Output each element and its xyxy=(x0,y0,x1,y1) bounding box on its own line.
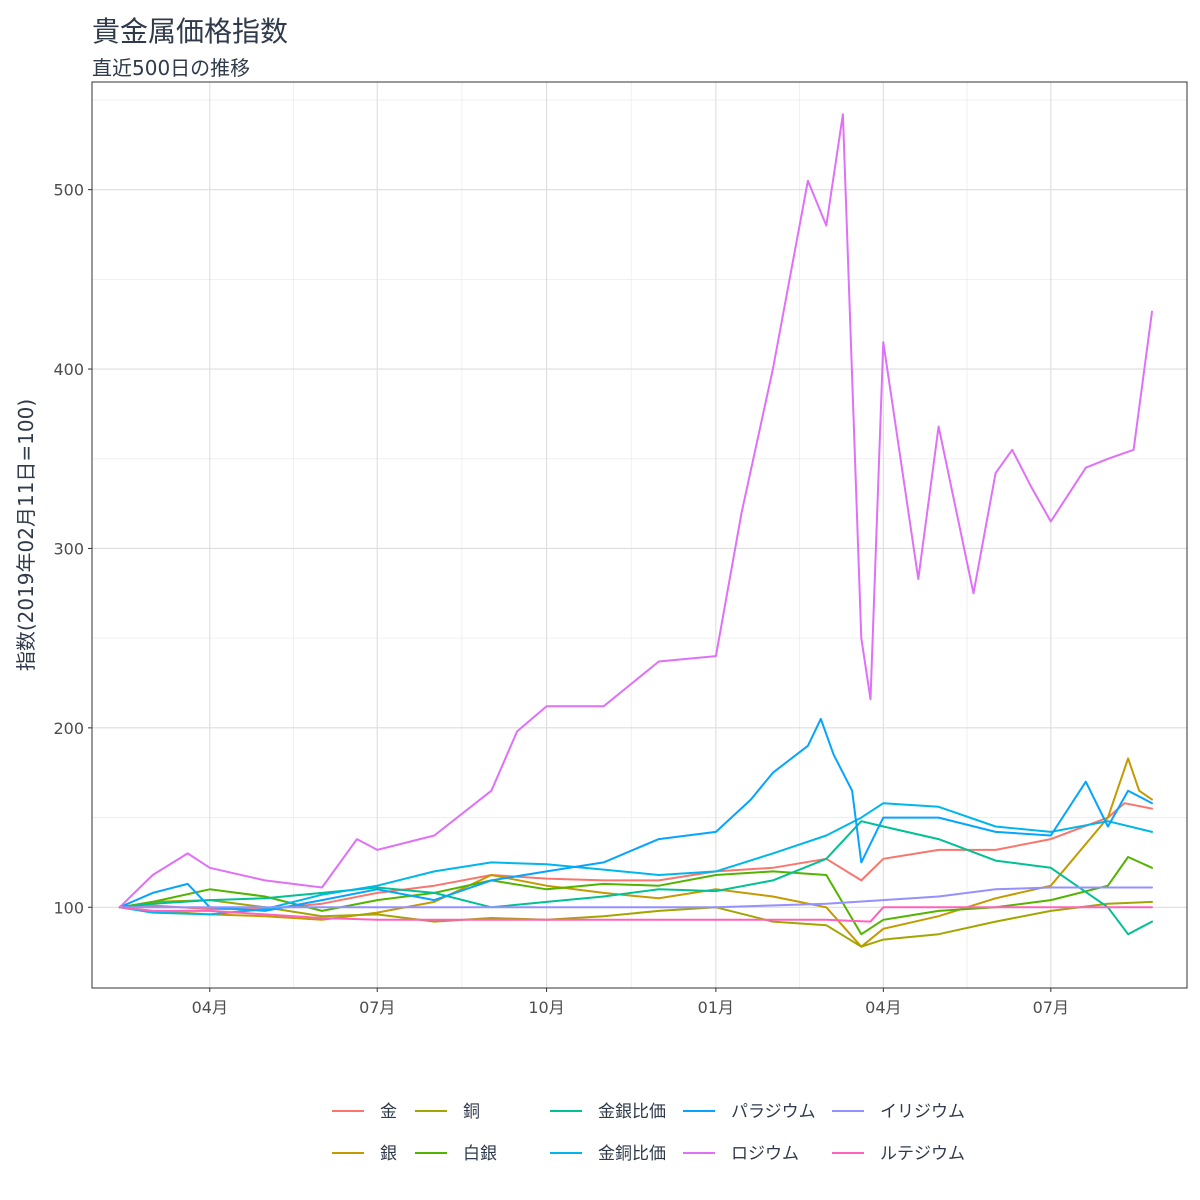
series-line-6 xyxy=(118,802,1153,916)
grid xyxy=(92,82,1187,988)
x-tick-label: 04月 xyxy=(865,998,901,1017)
y-tick-label: 400 xyxy=(53,360,84,379)
legend-label-9: イリジウム xyxy=(880,1102,965,1122)
plot-panel-border xyxy=(91,81,1188,989)
legend-label-2: 銀 xyxy=(380,1144,397,1164)
legend-label-7: パラジウム xyxy=(731,1102,816,1122)
series-lines xyxy=(118,113,1153,948)
y-tick-label: 500 xyxy=(53,181,84,200)
series-line-4 xyxy=(118,856,1153,936)
x-tick-label: 10月 xyxy=(528,998,564,1017)
axes: 100 200 300 400 500 04月 07月 10月 01月 04月 07月 xyxy=(53,181,1069,1017)
legend-label-4: 白銀 xyxy=(463,1144,497,1164)
legend-label-10: ルテジウム xyxy=(880,1144,965,1164)
series-line-2 xyxy=(118,757,1153,948)
y-tick-label: 300 xyxy=(53,539,84,558)
series-line-3 xyxy=(118,899,1153,948)
y-tick-label: 200 xyxy=(53,719,84,738)
chart-subtitle: 直近500日の推移 xyxy=(92,56,251,80)
y-axis-title: 指数(2019年02月11日=100) xyxy=(14,399,38,671)
series-line-10 xyxy=(118,906,1153,923)
series-line-5 xyxy=(118,820,1153,936)
x-tick-label: 04月 xyxy=(192,998,228,1017)
legend-label-8: ロジウム xyxy=(731,1144,799,1164)
series-line-7 xyxy=(118,717,1153,912)
x-tick-label: 07月 xyxy=(1033,998,1069,1017)
legend-label-1: 金 xyxy=(380,1102,397,1122)
legend-label-6: 金銅比価 xyxy=(598,1144,666,1164)
legend-label-3: 銅 xyxy=(463,1102,480,1122)
legend-label-5: 金銀比価 xyxy=(598,1102,666,1122)
x-tick-label: 07月 xyxy=(359,998,395,1017)
series-line-9 xyxy=(118,886,1153,909)
chart-title: 貴金属価格指数 xyxy=(92,15,289,48)
y-tick-label: 100 xyxy=(53,898,84,917)
series-line-8 xyxy=(118,113,1153,909)
x-tick-label: 01月 xyxy=(698,998,734,1017)
